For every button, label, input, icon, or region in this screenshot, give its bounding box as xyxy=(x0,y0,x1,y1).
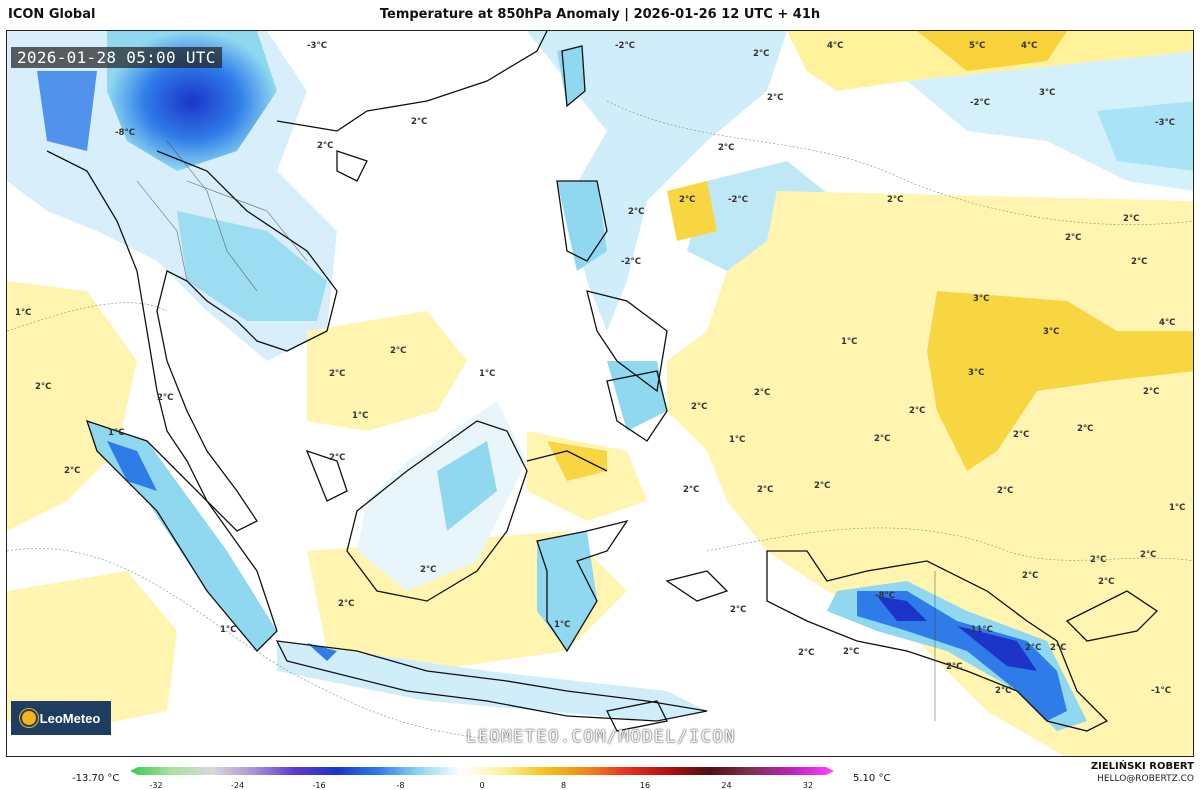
temperature-label: 1°C xyxy=(352,411,369,421)
temperature-label: 4°C xyxy=(1159,318,1176,328)
header-bar: ICON Global Temperature at 850hPa Anomal… xyxy=(0,0,1200,30)
legend-tick-label: 0 xyxy=(479,781,485,790)
temperature-label: 2°C xyxy=(814,481,831,491)
weather-map[interactable]: 2026-01-28 05:00 UTC -3°C -2°C 2°C 4°C 5°C 4°… xyxy=(6,30,1194,757)
temperature-label: 2°C xyxy=(420,565,437,575)
model-name: ICON Global xyxy=(8,7,96,22)
valid-time-badge: 2026-01-28 05:00 UTC xyxy=(11,47,222,68)
temperature-label: 2°C xyxy=(64,466,81,476)
legend-tick-label: 16 xyxy=(639,781,651,790)
temperature-label: 2°C xyxy=(718,143,735,153)
temperature-label: 2°C xyxy=(1025,643,1042,653)
site-watermark: LEOMETEO.COM/MODEL/ICON xyxy=(466,727,736,747)
temperature-label: 2°C xyxy=(317,141,334,151)
temperature-label: 1°C xyxy=(108,428,125,438)
temperature-label: 2°C xyxy=(909,406,926,416)
legend-tick-label: 24 xyxy=(721,781,732,790)
temperature-label: 2°C xyxy=(628,207,645,217)
temperature-label: 2°C xyxy=(1065,233,1082,243)
temperature-label: -2°C xyxy=(728,195,748,205)
temperature-label: 2°C xyxy=(679,195,696,205)
temperature-label: 2°C xyxy=(754,388,771,398)
author-email[interactable]: HELLO@ROBERTZ.CO xyxy=(1097,774,1194,784)
temperature-label: 1°C xyxy=(15,308,32,318)
temperature-label: 2°C xyxy=(329,453,346,463)
temperature-label: 2°C xyxy=(1022,571,1039,581)
anomaly-field xyxy=(7,31,1193,756)
temperature-label: 3°C xyxy=(968,368,985,378)
temperature-label: 2°C xyxy=(691,402,708,412)
temperature-label: 2°C xyxy=(798,648,815,658)
temperature-label: 2°C xyxy=(1050,643,1067,653)
legend-tick-label: -8 xyxy=(396,781,405,790)
temperature-label: 1°C xyxy=(1169,503,1186,513)
temperature-label: 1°C xyxy=(841,337,858,347)
legend-tick-label: -24 xyxy=(230,781,245,790)
temperature-label: -3°C xyxy=(1155,118,1175,128)
temperature-label: -1°C xyxy=(1151,686,1171,696)
legend-min-value: -13.70 °C xyxy=(72,773,120,784)
temperature-label: 2°C xyxy=(757,485,774,495)
temperature-label: 4°C xyxy=(1021,41,1038,51)
color-scale-bar xyxy=(130,767,834,775)
temperature-label: 2°C xyxy=(1090,555,1107,565)
temperature-label: 2°C xyxy=(1077,424,1094,434)
temperature-label: 3°C xyxy=(973,294,990,304)
legend-tick-label: -16 xyxy=(312,781,326,790)
temperature-label: 2°C xyxy=(1131,257,1148,267)
temperature-label: -2°C xyxy=(970,98,990,108)
temperature-label: 2°C xyxy=(946,662,963,672)
temperature-label: -8°C xyxy=(875,591,895,601)
temperature-label: -8°C xyxy=(115,128,135,138)
temperature-label: -2°C xyxy=(621,257,641,267)
temperature-label: 2°C xyxy=(338,599,355,609)
legend-tick-label: 8 xyxy=(560,781,567,790)
temperature-label: 1°C xyxy=(729,435,746,445)
temperature-label: 5°C xyxy=(969,41,986,51)
temperature-label: 2°C xyxy=(683,485,700,495)
legend-tick-label: 32 xyxy=(802,781,814,790)
author-name: ZIELIŃSKI ROBERT xyxy=(1090,761,1194,772)
temperature-label: -3°C xyxy=(307,41,327,51)
temperature-label: 2°C xyxy=(887,195,904,205)
temperature-label: 1°C xyxy=(220,625,237,635)
temperature-label: 2°C xyxy=(329,369,346,379)
temperature-label: -11°C xyxy=(967,625,993,635)
temperature-label: 2°C xyxy=(1140,550,1157,560)
temperature-label: 2°C xyxy=(390,346,407,356)
temperature-label: 1°C xyxy=(479,369,496,379)
legend-max-value: 5.10 °C xyxy=(853,773,891,784)
logo-text: LeoMeteo xyxy=(39,710,101,726)
sun-icon xyxy=(21,711,36,725)
temperature-label: 4°C xyxy=(827,41,844,51)
temperature-label: 2°C xyxy=(1123,214,1140,224)
temperature-label: 2°C xyxy=(997,486,1014,496)
temperature-label: 1°C xyxy=(554,620,571,630)
temperature-label: 3°C xyxy=(1039,88,1056,98)
temperature-label: 3°C xyxy=(1043,327,1060,337)
temperature-label: 2°C xyxy=(995,686,1012,696)
leometeo-logo[interactable]: LeoMeteo xyxy=(11,701,111,735)
chart-title: Temperature at 850hPa Anomaly | 2026-01-… xyxy=(379,7,821,22)
temperature-label: 2°C xyxy=(1098,577,1115,587)
temperature-label: 2°C xyxy=(767,93,784,103)
temperature-label: 2°C xyxy=(874,434,891,444)
temperature-label: 2°C xyxy=(157,393,174,403)
temperature-label: 2°C xyxy=(411,117,428,127)
legend-footer: -13.70 °C -32 -24 -16 -8 0 8 16 24 32 5.10 °C ZI… xyxy=(0,757,1200,790)
temperature-label: 2°C xyxy=(1013,430,1030,440)
temperature-label: -2°C xyxy=(615,41,635,51)
temperature-label: 2°C xyxy=(1143,387,1160,397)
legend-tick-label: -32 xyxy=(149,781,163,790)
temperature-label: 2°C xyxy=(753,49,770,59)
temperature-label: 2°C xyxy=(730,605,747,615)
temperature-label: 2°C xyxy=(35,382,52,392)
temperature-label: 2°C xyxy=(843,647,860,657)
